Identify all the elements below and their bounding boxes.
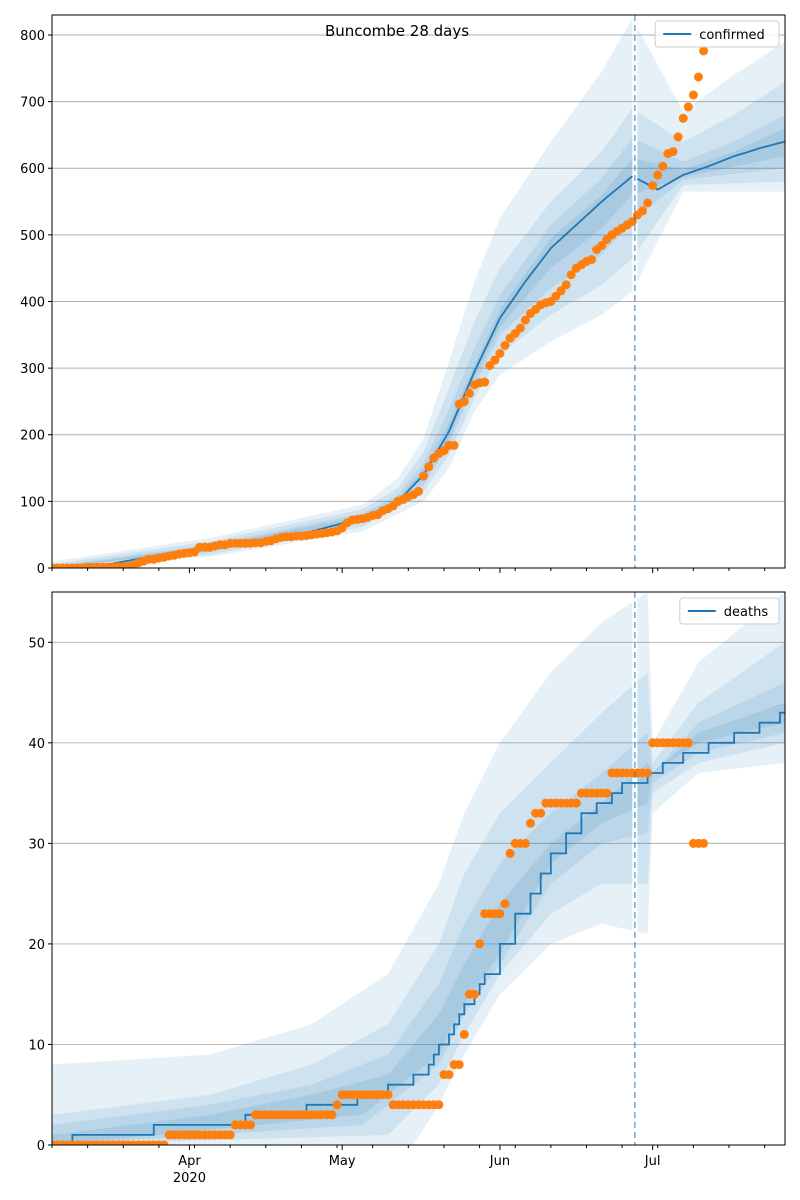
y-tick-label: 40 — [28, 737, 45, 752]
confirmed-observed-point — [678, 113, 688, 123]
confirmed-observed-point — [490, 355, 500, 365]
deaths-observed-point — [602, 788, 612, 798]
confirmed-observed-point — [668, 147, 678, 157]
deaths-observed-point — [383, 1090, 393, 1100]
confirmed-observed-point — [480, 377, 490, 387]
deaths-observed-point — [327, 1110, 337, 1120]
y-tick-label: 800 — [20, 29, 45, 44]
confirmed-observed-point — [515, 323, 525, 333]
confirmed-observed-point — [653, 170, 663, 180]
confirmed-observed-point — [699, 46, 709, 56]
y-tick-label: 0 — [37, 1139, 45, 1154]
deaths-observed-point — [470, 989, 479, 999]
y-tick-label: 10 — [28, 1038, 45, 1053]
confirmed-observed-point — [520, 315, 530, 325]
confirmed-observed-point — [495, 349, 505, 358]
deaths-band-wide — [637, 642, 785, 884]
deaths-observed-point — [495, 909, 505, 919]
chart-title: Buncombe 28 days — [325, 22, 469, 40]
confirmed-observed-point — [673, 132, 683, 142]
deaths-observed-point — [536, 808, 546, 818]
confirmed-band-outer — [637, 27, 785, 282]
y-tick-label: 20 — [28, 938, 45, 953]
y-tick-label: 500 — [20, 229, 45, 244]
deaths-observed-point — [643, 768, 653, 778]
deaths-observed-point — [699, 838, 709, 848]
confirmed-band-wide — [52, 108, 633, 568]
x-tick-label: Jul — [644, 1154, 661, 1169]
y-tick-label: 0 — [37, 562, 45, 577]
y-tick-label: 100 — [20, 495, 45, 510]
confirmed-legend: confirmed — [654, 20, 780, 48]
confirmed-observed-point — [694, 72, 703, 82]
y-tick-label: 400 — [20, 295, 45, 310]
x-tick-label: Jun — [489, 1154, 510, 1169]
confirmed-observed-point — [566, 270, 576, 280]
confirmed-observed-point — [587, 255, 597, 264]
x-tick-label: May — [329, 1154, 356, 1169]
deaths-observed-point — [526, 818, 535, 828]
confirmed-observed-point — [500, 341, 510, 350]
confirmed-observed-point — [683, 102, 693, 112]
y-tick-label: 700 — [20, 96, 45, 111]
deaths-observed-point — [459, 1029, 469, 1039]
confirmed-observed-point — [638, 206, 647, 216]
confirmed-observed-point — [658, 161, 668, 171]
axes-frame — [51, 14, 786, 569]
confirmed-observed-point — [449, 440, 459, 450]
deaths-observed-point — [159, 1140, 169, 1145]
confirmed-band-wide — [637, 81, 785, 251]
y-tick-label: 50 — [28, 636, 45, 651]
deaths-band-outer — [52, 602, 633, 1145]
confirmed-observed-point — [424, 462, 434, 472]
y-tick-label: 300 — [20, 362, 45, 377]
deaths-band-mid — [637, 682, 785, 836]
x-tick-label: Apr — [178, 1154, 201, 1169]
deaths-observed-point — [332, 1100, 342, 1110]
deaths-model-line — [52, 711, 785, 1145]
deaths-observed-point — [454, 1060, 464, 1070]
confirmed-model-line-forecast — [636, 140, 785, 191]
confirmed-observed-point — [464, 388, 474, 398]
deaths-observed-point — [444, 1070, 454, 1080]
confirmed-panel: 0 100 200 300 400 500 600 700 800 confirmed — [20, 14, 786, 577]
confirmed-observed-point — [597, 241, 607, 250]
confirmed-observed-point — [556, 286, 566, 296]
confirmed-observed-point — [459, 396, 469, 406]
deaths-observed-point — [505, 848, 515, 858]
deaths-legend: deaths — [679, 597, 780, 625]
deaths-band-wide — [52, 685, 633, 1145]
deaths-observed-point — [571, 798, 581, 808]
deaths-observed-point — [434, 1100, 444, 1110]
y-tick-label: 600 — [20, 162, 45, 177]
deaths-observed-point — [246, 1120, 255, 1130]
legend-label: confirmed — [699, 28, 765, 43]
confirmed-observed-point — [414, 486, 423, 496]
deaths-observed-point — [475, 939, 485, 949]
y-tick-label: 30 — [28, 837, 45, 852]
deaths-band-outer — [637, 592, 785, 934]
axes-frame — [51, 591, 786, 1146]
confirmed-band-inner — [637, 128, 785, 194]
confirmed-observed-point — [561, 280, 571, 290]
confirmed-observed-point — [688, 90, 698, 100]
deaths-panel: 0 10 20 30 40 50 Apr 2020 May Jun Jul deaths — [28, 591, 786, 1186]
x-tick-sublabel: 2020 — [173, 1171, 206, 1186]
deaths-observed-point — [225, 1130, 235, 1140]
confirmed-observed-point — [643, 198, 653, 208]
deaths-band-inner — [637, 702, 785, 808]
legend-label: deaths — [724, 605, 769, 620]
confirmed-observed-point — [648, 181, 658, 191]
deaths-observed-point — [683, 738, 693, 748]
deaths-observed-point — [500, 899, 510, 909]
deaths-observed-point — [520, 838, 530, 848]
confirmed-observed-point — [419, 471, 429, 481]
y-tick-label: 200 — [20, 429, 45, 444]
